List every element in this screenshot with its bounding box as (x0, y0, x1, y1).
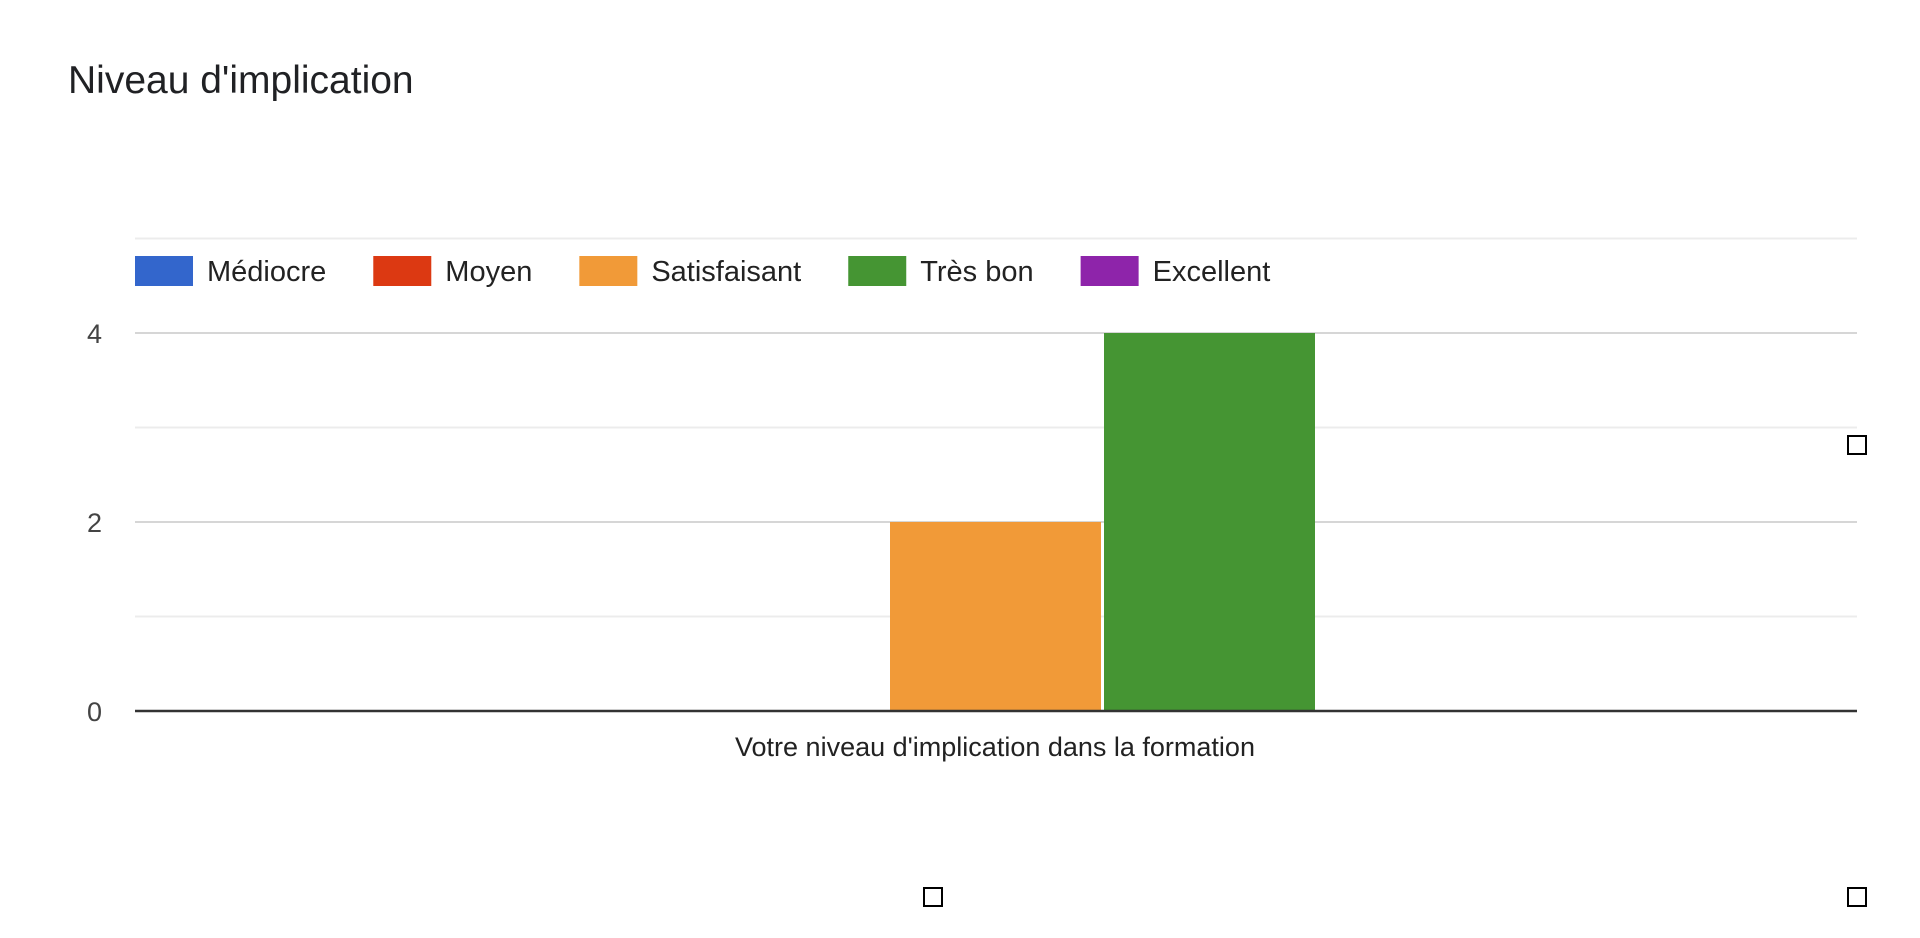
y-tick-label: 0 (87, 697, 102, 727)
legend-swatch (373, 256, 432, 286)
legend-item: Médiocre (135, 256, 326, 288)
y-tick-label: 2 (87, 508, 102, 538)
legend-label: Excellent (1153, 256, 1271, 288)
resize-handle[interactable] (1847, 887, 1867, 907)
legend-item: Satisfaisant (579, 256, 801, 288)
legend-label: Moyen (445, 256, 532, 288)
legend-swatch (848, 256, 907, 286)
x-axis-label: Votre niveau d'implication dans la forma… (735, 732, 1255, 762)
bar-tr-s-bon (1104, 333, 1315, 711)
legend-item: Excellent (1080, 256, 1271, 288)
selection-handles[interactable] (923, 435, 1867, 907)
legend-label: Médiocre (207, 256, 326, 288)
resize-handle[interactable] (923, 887, 943, 907)
bars (135, 333, 1857, 713)
legend-swatch (135, 256, 193, 286)
legend-item: Moyen (373, 256, 532, 288)
y-tick-label: 4 (87, 319, 102, 349)
legend-swatch (1080, 256, 1139, 286)
legend-swatch (579, 256, 638, 286)
resize-handle[interactable] (1847, 435, 1867, 455)
bar-satisfaisant (890, 522, 1101, 711)
legend-label: Très bon (920, 256, 1033, 288)
y-axis: 0 2 4 (87, 319, 102, 727)
legend-item: Très bon (848, 256, 1034, 288)
gridlines (135, 237, 1857, 618)
legend: Médiocre Moyen Satisfaisant Très bon Excelle… (135, 256, 1270, 288)
legend-label: Satisfaisant (651, 256, 801, 288)
chart-title: Niveau d'implication (68, 59, 414, 102)
